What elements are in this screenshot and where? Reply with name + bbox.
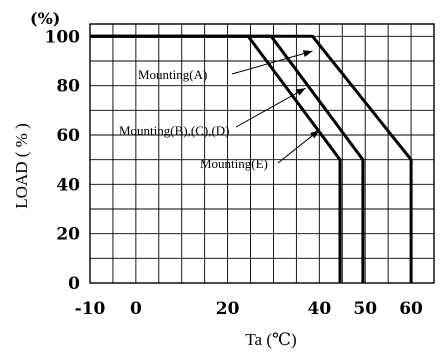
annotation-label: Mounting(A) [138, 67, 207, 82]
arrowhead [302, 50, 313, 57]
x-tick-label: 50 [353, 299, 377, 319]
series-line-3 [90, 34, 342, 283]
x-tick-label: 0 [130, 299, 142, 319]
y-tick-label: 100 [45, 27, 81, 47]
arrowhead [310, 130, 320, 139]
leader-line [231, 50, 313, 75]
y-tick-label: 60 [56, 126, 80, 146]
series-curves [90, 34, 413, 283]
x-tick-label: -10 [75, 299, 106, 319]
y-tick-label: 20 [56, 225, 80, 245]
annotation-leaders: Mounting(A) Mounting(B),(C),(D) Mounting(E… [119, 50, 320, 171]
x-axis-label: Ta (℃) [245, 330, 296, 349]
leader-line [235, 87, 306, 128]
annotation-label: Mounting(B),(C),(D) [119, 123, 230, 138]
y-tick-label: 40 [56, 175, 80, 195]
x-tick-labels: -10 0 20 40 50 60 [75, 299, 423, 319]
plot-frame [89, 23, 435, 284]
y-axis-label: LOAD ( % ) [12, 123, 31, 208]
y-tick-label: 0 [68, 274, 80, 294]
arrowhead [296, 88, 306, 96]
grid [89, 23, 435, 284]
annotation-label: Mounting(E) [200, 156, 268, 171]
x-tick-label: 40 [307, 299, 331, 319]
x-tick-label: 20 [216, 299, 240, 319]
unit-label: (%) [30, 9, 60, 28]
y-tick-label: 80 [56, 77, 80, 97]
y-tick-labels: 0 20 40 60 80 100 [45, 27, 81, 294]
x-tick-label: 60 [399, 299, 423, 319]
